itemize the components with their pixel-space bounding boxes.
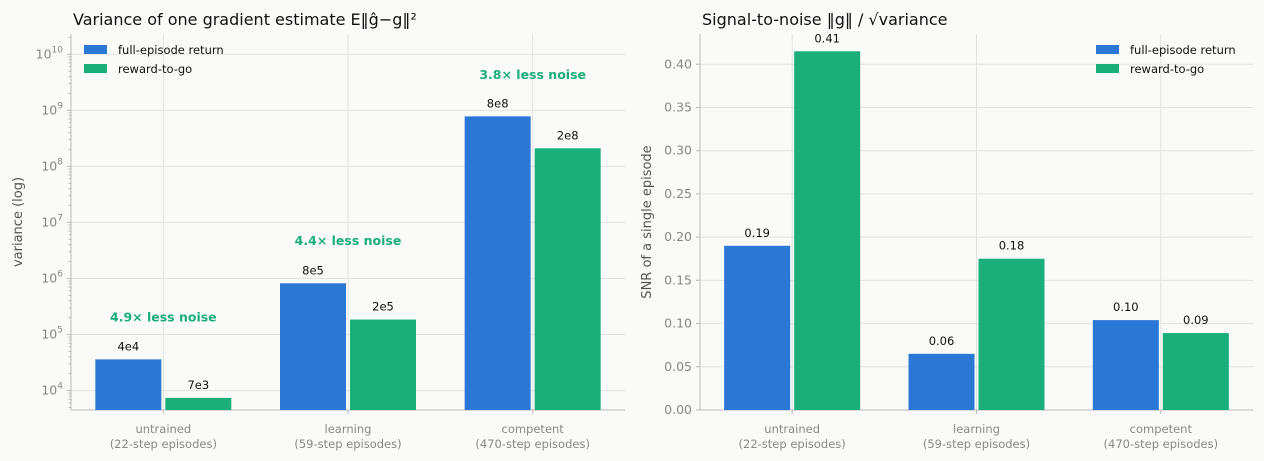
bar-full-episode-return-3 — [464, 116, 531, 411]
legend-label: full-episode return — [118, 43, 224, 57]
x-tick-sublabel: (470-step episodes) — [1104, 437, 1219, 451]
chart-title: Variance of one gradient estimate E‖ĝ−g‖… — [73, 10, 417, 29]
bar-reward-to-go-3 — [534, 148, 601, 410]
bar-value-label: 8e5 — [302, 263, 324, 277]
bar-value-label: 2e8 — [557, 128, 579, 142]
y-tick-label: 108 — [41, 157, 63, 173]
y-tick-exponent: 8 — [57, 157, 63, 167]
bar-reward-to-go-1 — [165, 397, 232, 410]
legend: full-episode return reward-to-go — [1096, 43, 1236, 76]
bar-value-label: 0.09 — [1183, 313, 1209, 327]
y-tick-base: 10 — [36, 46, 52, 61]
x-tick-label: learning — [953, 422, 1000, 436]
y-tick-exponent: 4 — [57, 382, 63, 392]
x-tick-sublabel: (22-step episodes) — [110, 437, 217, 451]
bar-full-episode-return-1 — [724, 245, 791, 410]
bar-value-label: 0.10 — [1113, 300, 1139, 314]
y-tick-exponent: 7 — [57, 213, 63, 223]
y-tick-base: 10 — [41, 214, 57, 229]
bar-value-label: 8e8 — [487, 96, 509, 110]
bar-full-episode-return-2 — [280, 283, 346, 410]
x-tick-label: learning — [325, 422, 372, 436]
legend: full-episode return reward-to-go — [84, 43, 224, 76]
bar-value-label: 0.19 — [744, 226, 770, 240]
legend-label: full-episode return — [1130, 43, 1236, 57]
noise-reduction-annotation: 4.9× less noise — [110, 310, 217, 325]
legend-swatch-1 — [1096, 45, 1119, 54]
noise-reduction-annotation: 3.8× less noise — [479, 67, 586, 82]
x-tick-sublabel: (59-step episodes) — [923, 437, 1030, 451]
y-tick-base: 10 — [41, 383, 57, 398]
legend-label: reward-to-go — [1130, 62, 1204, 76]
y-tick-exponent: 10 — [52, 45, 64, 55]
x-tick-label: untrained — [764, 422, 820, 436]
bar-value-label: 2e5 — [372, 300, 394, 314]
chart-panel-1: Variance of one gradient estimate E‖ĝ−g‖… — [11, 10, 625, 451]
bar-value-label: 4e4 — [117, 339, 139, 353]
bar-value-label: 0.06 — [929, 334, 955, 348]
bar-reward-to-go-1 — [794, 51, 861, 411]
chart-title: Signal-to-noise ‖g‖ / √variance — [702, 10, 948, 29]
y-tick-label: 107 — [41, 213, 63, 229]
x-tick-label: competent — [1130, 422, 1193, 436]
y-tick-base: 10 — [41, 102, 57, 117]
bar-reward-to-go-2 — [978, 258, 1045, 410]
bar-value-label: 0.41 — [814, 31, 840, 45]
bar-reward-to-go-2 — [350, 319, 416, 410]
y-tick-base: 10 — [41, 327, 57, 342]
y-tick-label: 0.30 — [664, 143, 692, 158]
y-tick-label: 0.10 — [664, 316, 692, 331]
bar-value-label: 7e3 — [187, 378, 209, 392]
bar-full-episode-return-2 — [908, 353, 975, 410]
y-tick-base: 10 — [41, 158, 57, 173]
y-tick-label: 0.40 — [664, 56, 692, 71]
bar-full-episode-return-1 — [95, 359, 162, 410]
y-tick-label: 0.15 — [664, 272, 692, 287]
x-tick-sublabel: (59-step episodes) — [294, 437, 401, 451]
x-tick-label: competent — [502, 422, 565, 436]
bar-value-label: 0.18 — [999, 239, 1025, 253]
x-tick-label: untrained — [135, 422, 191, 436]
y-tick-label: 0.20 — [664, 229, 692, 244]
bar-full-episode-return-3 — [1092, 320, 1159, 410]
x-tick-sublabel: (470-step episodes) — [475, 437, 590, 451]
y-tick-label: 106 — [41, 269, 63, 285]
y-tick-exponent: 5 — [57, 326, 63, 336]
legend-swatch-2 — [84, 64, 107, 73]
y-tick-base: 10 — [41, 270, 57, 285]
y-axis-label: variance (log) — [11, 177, 26, 267]
y-tick-exponent: 9 — [57, 101, 63, 111]
y-tick-label: 104 — [41, 382, 63, 398]
y-tick-label: 109 — [41, 101, 63, 117]
legend-swatch-2 — [1096, 64, 1119, 73]
y-axis-label: SNR of a single episode — [640, 145, 655, 298]
y-tick-label: 105 — [41, 326, 63, 342]
y-tick-label: 0.00 — [664, 402, 692, 417]
bar-reward-to-go-3 — [1162, 333, 1229, 410]
y-tick-label: 0.35 — [664, 99, 692, 114]
y-tick-label: 0.25 — [664, 186, 692, 201]
chart-panel-2: Signal-to-noise ‖g‖ / √variance 0.00 0.05 0… — [640, 10, 1253, 451]
noise-reduction-annotation: 4.4× less noise — [295, 233, 402, 248]
x-tick-sublabel: (22-step episodes) — [739, 437, 846, 451]
y-tick-exponent: 6 — [57, 269, 63, 279]
legend-swatch-1 — [84, 45, 107, 54]
y-tick-label: 1010 — [36, 45, 64, 61]
legend-label: reward-to-go — [118, 62, 192, 76]
y-tick-label: 0.05 — [664, 359, 692, 374]
